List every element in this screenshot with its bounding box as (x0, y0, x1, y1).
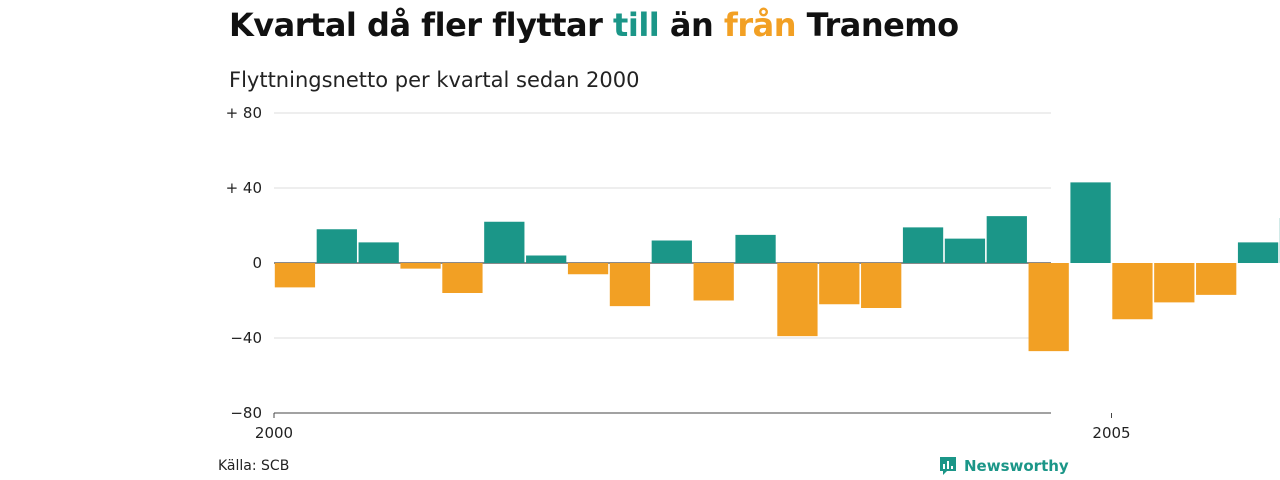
bar (651, 240, 692, 263)
bar (986, 216, 1027, 264)
bar (693, 263, 734, 301)
title-part-3: än (659, 6, 724, 44)
bar (861, 263, 902, 308)
bars (274, 182, 1280, 352)
chart-title: Kvartal då fler flyttar till än från Tra… (229, 6, 959, 44)
brand-name: Newsworthy (964, 457, 1069, 475)
bar (902, 227, 944, 264)
y-axis-labels: + 80 + 40 0 −40 −80 (226, 104, 262, 422)
newsworthy-logo-icon (940, 457, 956, 475)
y-tick-label: −40 (230, 329, 262, 347)
bar (609, 263, 651, 307)
brand-logo: Newsworthy (938, 456, 1069, 476)
bar (1112, 263, 1153, 320)
bar (484, 221, 525, 263)
bar (442, 263, 483, 293)
bar (735, 234, 776, 264)
bar (1070, 182, 1111, 264)
chart-subtitle: Flyttningsnetto per kvartal sedan 2000 (229, 68, 640, 92)
y-tick-label: −80 (230, 404, 262, 422)
x-tick-label: 2000 (255, 424, 293, 442)
bar (1154, 263, 1195, 303)
bar (944, 238, 986, 264)
bar (819, 263, 860, 305)
x-axis: 20002005201020152020 (255, 412, 1131, 442)
y-tick-label: + 80 (226, 104, 262, 122)
bar (1237, 242, 1279, 264)
bar (1028, 263, 1069, 352)
bar (400, 263, 441, 269)
bar (567, 263, 609, 275)
source-note: Källa: SCB (218, 458, 290, 474)
bar (526, 255, 567, 263)
title-part-5: Tranemo (795, 6, 959, 44)
title-part-fran: från (723, 6, 797, 44)
y-tick-label: 0 (252, 254, 262, 272)
title-part-till: till (613, 6, 660, 44)
x-tick-label: 2005 (1092, 424, 1130, 442)
bar (316, 229, 357, 263)
bar (777, 263, 818, 337)
bar (358, 242, 399, 264)
y-tick-label: + 40 (226, 179, 262, 197)
bar (1196, 263, 1237, 295)
bar (274, 263, 316, 288)
title-part-1: Kvartal då fler flyttar (229, 6, 614, 44)
